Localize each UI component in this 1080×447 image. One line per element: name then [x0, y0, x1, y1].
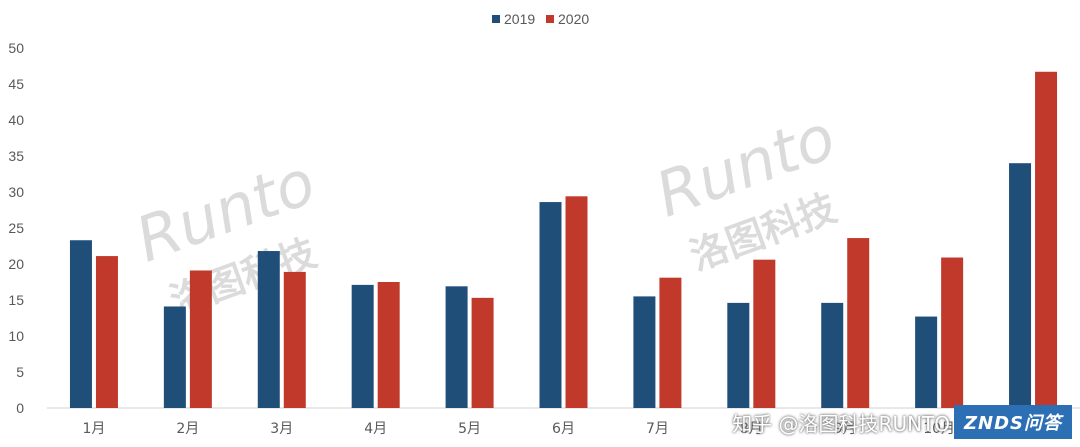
x-tick-label: 10月 [923, 421, 955, 437]
bar-2020-2 [189, 270, 212, 408]
y-tick-label: 40 [8, 112, 24, 128]
bar-2020-9 [847, 238, 870, 408]
y-tick-label: 20 [8, 256, 24, 272]
legend-label-2020: 2020 [558, 11, 589, 27]
legend-swatch-2019 [492, 15, 500, 23]
bar-2020-8 [753, 259, 776, 408]
bar-2019-10 [915, 316, 938, 408]
bar-2020-5 [471, 297, 494, 408]
bar-2020-11 [1035, 71, 1058, 408]
y-tick-label: 30 [8, 184, 24, 200]
bar-2019-1 [69, 240, 92, 408]
y-tick-label: 5 [16, 364, 24, 380]
bar-2020-7 [659, 277, 682, 408]
y-tick-label: 35 [8, 148, 24, 164]
bar-2020-10 [941, 257, 964, 408]
x-tick-label: 3月 [270, 421, 293, 437]
bar-2019-9 [821, 302, 844, 408]
legend-label-2019: 2019 [504, 11, 535, 27]
bar-2020-6 [565, 196, 588, 408]
x-tick-label: 9月 [834, 421, 857, 437]
bar-2019-3 [257, 251, 280, 408]
x-tick-label: 4月 [364, 421, 387, 437]
x-tick-label: 2月 [176, 421, 199, 437]
x-tick-label: 6月 [552, 421, 575, 437]
y-tick-label: 0 [16, 400, 24, 416]
bar-2020-1 [95, 256, 118, 408]
bar-2019-6 [539, 202, 562, 408]
bar-2020-3 [283, 271, 306, 408]
znds-badge: ZNDS问答 [953, 405, 1072, 439]
bar-2019-5 [445, 286, 468, 408]
y-tick-label: 45 [8, 76, 24, 92]
bar-2019-7 [633, 296, 656, 408]
x-tick-label: 7月 [646, 421, 669, 437]
bar-2019-4 [351, 284, 374, 408]
bar-2019-8 [727, 302, 750, 408]
bar-2020-4 [377, 282, 400, 408]
y-tick-label: 50 [8, 40, 24, 56]
x-tick-label: 1月 [82, 421, 105, 437]
x-tick-label: 8月 [740, 421, 763, 437]
y-tick-label: 10 [8, 328, 24, 344]
legend: 2019 2020 [492, 11, 589, 27]
credit-watermark: 知乎 @洛图科技RUNTO [732, 412, 950, 436]
x-tick-label: 5月 [458, 421, 481, 437]
y-tick-label: 15 [8, 292, 24, 308]
bar-2019-2 [163, 306, 186, 408]
legend-swatch-2020 [546, 15, 554, 23]
bar-2019-11 [1009, 163, 1032, 408]
y-tick-label: 25 [8, 220, 24, 236]
